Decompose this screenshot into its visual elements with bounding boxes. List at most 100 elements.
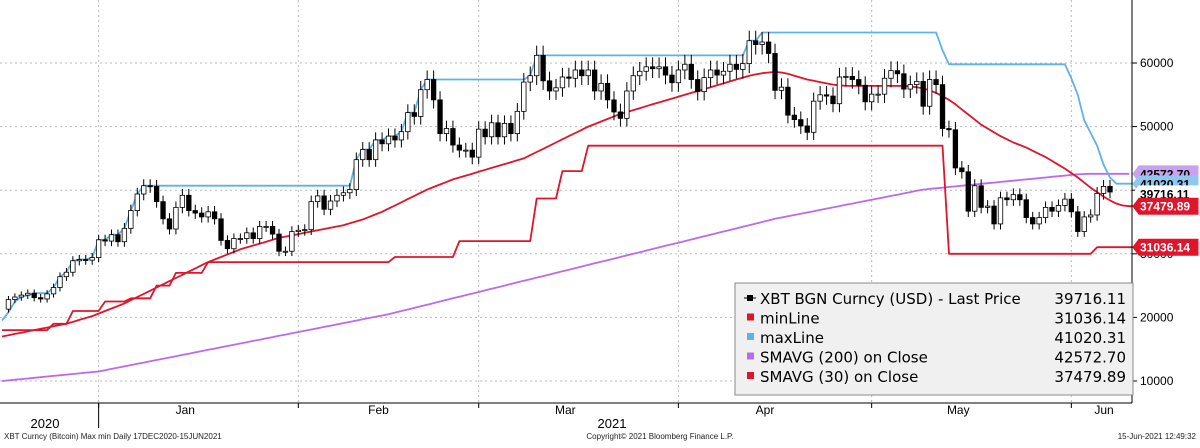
candle-body bbox=[308, 201, 314, 231]
candle-body bbox=[134, 193, 140, 211]
candle-body bbox=[314, 195, 321, 203]
candle-body bbox=[546, 80, 553, 92]
candle-body bbox=[50, 287, 57, 295]
candle-body bbox=[682, 63, 688, 71]
candle-body bbox=[83, 259, 89, 261]
candle-body bbox=[714, 69, 720, 76]
candle-body bbox=[1004, 197, 1010, 201]
candle-body bbox=[44, 293, 50, 300]
candle-body bbox=[476, 128, 482, 158]
candle-body bbox=[907, 84, 913, 90]
candle-body bbox=[836, 76, 843, 105]
candle-body bbox=[868, 93, 875, 103]
tag-value: 31036.14 bbox=[1140, 241, 1190, 255]
candle-body bbox=[5, 299, 12, 310]
candle-body bbox=[244, 232, 250, 239]
candle-body bbox=[263, 226, 269, 228]
legend-label: SMAVG (30) on Close bbox=[760, 368, 918, 386]
candle-body bbox=[385, 135, 392, 145]
candle-body bbox=[1100, 185, 1107, 194]
candle-body bbox=[1075, 211, 1081, 232]
candle-body bbox=[327, 200, 334, 210]
candle-body bbox=[340, 192, 347, 196]
candle-body bbox=[366, 149, 372, 161]
candle-body bbox=[997, 197, 1004, 225]
candle-body bbox=[817, 94, 823, 102]
candle-body bbox=[430, 79, 437, 101]
series-smavg-30-on-close bbox=[1, 71, 1149, 338]
legend-swatch bbox=[747, 333, 754, 340]
candle-body bbox=[669, 74, 675, 84]
candle-body bbox=[173, 206, 179, 230]
candle-body bbox=[218, 218, 224, 241]
candle-body bbox=[70, 260, 76, 273]
candle-body bbox=[527, 75, 533, 83]
candle-body bbox=[1017, 194, 1023, 201]
candle-body bbox=[1042, 206, 1049, 218]
candle-body bbox=[450, 128, 456, 146]
candle-body bbox=[482, 128, 488, 138]
candle-body bbox=[1055, 205, 1062, 212]
footer-right: 15-Jun-2021 12:49:32 bbox=[1118, 432, 1197, 441]
candle-body bbox=[952, 129, 959, 169]
candle-body bbox=[830, 95, 836, 105]
candle-body bbox=[1030, 217, 1036, 225]
candle-body bbox=[508, 123, 514, 134]
candle-body bbox=[257, 226, 263, 239]
candle-body bbox=[211, 211, 218, 220]
candle-body bbox=[862, 84, 868, 103]
candle-body bbox=[501, 123, 508, 138]
candle-body bbox=[102, 239, 108, 242]
legend-box bbox=[734, 282, 1134, 396]
x-tick-label: Mar bbox=[555, 403, 576, 417]
candle-body bbox=[624, 90, 630, 119]
legend-value: 37479.89 bbox=[1054, 368, 1126, 386]
candle-body bbox=[76, 259, 82, 262]
candle-body bbox=[643, 66, 649, 72]
candle-body bbox=[959, 167, 965, 173]
candle-body bbox=[585, 69, 591, 77]
candle-body bbox=[153, 185, 160, 203]
candle-body bbox=[95, 239, 102, 259]
candle-body bbox=[411, 112, 417, 117]
candle-body bbox=[360, 149, 366, 161]
candle-body bbox=[224, 240, 231, 250]
candle-body bbox=[302, 229, 308, 232]
x-tick-label: Jan bbox=[176, 403, 195, 417]
candle-body bbox=[598, 82, 604, 92]
candle-body bbox=[753, 40, 759, 45]
x-axis-ticks: Jan Feb Mar Apr May Jun 2020 2021 bbox=[31, 403, 1114, 431]
legend-label: maxLine bbox=[760, 329, 824, 347]
x-year-label: 2021 bbox=[598, 416, 627, 431]
candle-body bbox=[1068, 198, 1075, 213]
legend-item: minLine 31036.14 bbox=[747, 310, 1126, 328]
last-value-tag: 31036.14 bbox=[1132, 238, 1199, 256]
candle-body bbox=[888, 70, 894, 79]
candle-body bbox=[849, 75, 855, 80]
candle-body bbox=[353, 159, 359, 190]
legend-label: minLine bbox=[760, 310, 820, 328]
candle-body bbox=[1062, 198, 1068, 206]
candle-body bbox=[637, 70, 643, 77]
candle-body bbox=[282, 250, 289, 253]
candle-body bbox=[443, 128, 450, 134]
candle-body bbox=[746, 40, 752, 65]
y-tick-label: 60000 bbox=[1140, 56, 1174, 70]
candle-body bbox=[1023, 199, 1029, 218]
candle-body bbox=[798, 119, 804, 127]
legend-item: SMAVG (200) on Close 42572.70 bbox=[747, 349, 1126, 367]
candle-body bbox=[656, 66, 662, 70]
legend-item: SMAVG (30) on Close 37479.89 bbox=[747, 368, 1126, 386]
candle-body bbox=[57, 276, 63, 288]
legend-value: 42572.70 bbox=[1054, 349, 1126, 367]
candle-body bbox=[186, 194, 192, 211]
candle-body bbox=[108, 234, 115, 242]
candle-body bbox=[295, 229, 301, 232]
candle-body bbox=[334, 194, 340, 202]
candle-body bbox=[534, 54, 540, 77]
candle-body bbox=[720, 70, 727, 76]
candle-body bbox=[591, 69, 598, 92]
candle-body bbox=[933, 79, 939, 86]
